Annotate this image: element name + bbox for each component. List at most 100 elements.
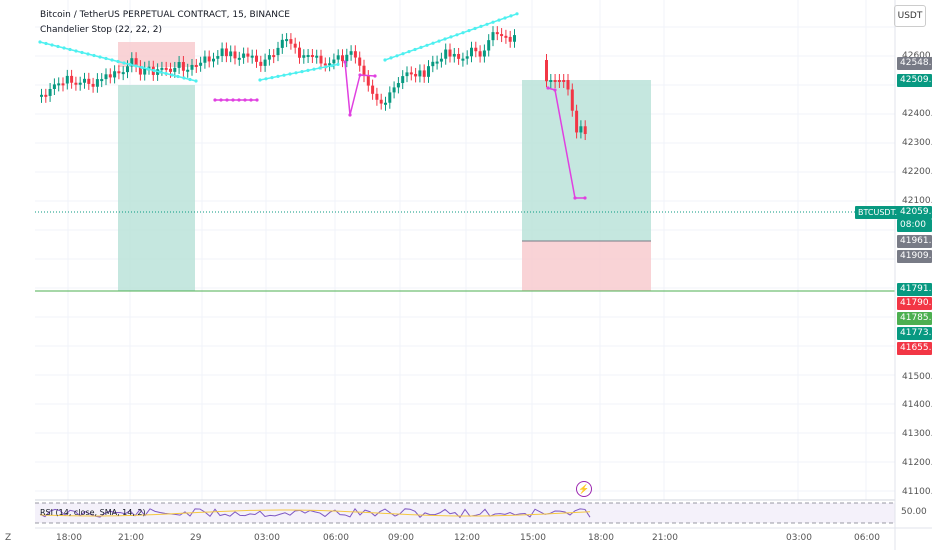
candle — [44, 94, 48, 97]
alert-lightning-icon[interactable]: ⚡ — [576, 481, 592, 497]
long-stop-line-dot — [497, 18, 501, 22]
candle — [495, 32, 499, 35]
candle — [160, 67, 164, 70]
candle — [409, 72, 413, 75]
candle — [570, 89, 574, 111]
long-stop-line-dot — [449, 35, 453, 39]
candle — [448, 49, 452, 57]
price-tick: 42400.0 — [902, 109, 932, 119]
candle — [392, 87, 396, 93]
candle — [358, 57, 362, 66]
time-tick: 12:00 — [454, 533, 480, 543]
long-stop-line-dot — [294, 71, 298, 75]
profit-zone — [118, 85, 195, 291]
candle — [100, 79, 104, 82]
price-tick: 42100.0 — [902, 196, 932, 206]
candle — [91, 83, 95, 87]
candle — [267, 55, 271, 60]
long-stop-line-dot — [324, 65, 328, 69]
candle — [263, 59, 267, 66]
long-stop-line-dot — [80, 50, 84, 55]
candle — [130, 58, 134, 67]
candle — [246, 53, 250, 57]
candle — [306, 55, 310, 58]
long-stop-line-dot — [38, 40, 42, 44]
time-tick: 06:00 — [854, 533, 880, 543]
candle — [557, 80, 561, 82]
candle — [74, 82, 78, 85]
long-stop-line-dot — [509, 14, 513, 18]
time-tick: 06:00 — [323, 533, 349, 543]
long-stop-line-dot — [419, 45, 423, 50]
price-tick: 42600.0 — [902, 51, 932, 61]
long-stop-line-dot — [443, 37, 447, 41]
candle — [562, 80, 566, 82]
candle — [323, 63, 327, 66]
candle — [70, 75, 74, 83]
long-stop-line-dot — [306, 68, 310, 72]
rsi-line — [39, 507, 591, 519]
candle — [439, 58, 443, 62]
price-label-5: 41791.7 — [897, 283, 932, 296]
long-stop-line-dot — [194, 79, 198, 83]
candle — [147, 66, 151, 69]
candle — [414, 73, 418, 77]
long-stop-line-dot — [312, 67, 316, 71]
candle — [190, 64, 194, 70]
price-tick: 41500.0 — [902, 372, 932, 382]
price-tick: 41100.0 — [902, 487, 932, 497]
short-stop-line-dot — [553, 88, 557, 92]
candle — [319, 55, 323, 64]
long-stop-line-dot — [50, 43, 54, 47]
candle — [40, 94, 43, 97]
symbol-title: Bitcoin / TetherUS PERPETUAL CONTRACT, 1… — [40, 10, 290, 20]
candle — [194, 64, 198, 67]
long-stop-line-dot — [170, 73, 174, 77]
price-tick: 42300.0 — [902, 138, 932, 148]
candle — [113, 71, 117, 78]
candle — [173, 67, 177, 72]
candle — [500, 34, 504, 37]
candle — [78, 82, 82, 85]
long-stop-line-dot — [176, 74, 180, 79]
long-stop-line-dot — [461, 31, 465, 35]
price-label-2: 42509.8 — [897, 74, 932, 87]
price-label-9: 41655.1 — [897, 342, 932, 355]
rsi-value: 50.00 — [901, 507, 927, 517]
currency-button[interactable]: USDT — [894, 5, 926, 27]
long-stop-line-dot — [44, 41, 48, 46]
long-stop-line-dot — [104, 56, 108, 61]
candle — [121, 72, 125, 75]
candle — [95, 79, 99, 87]
candle — [272, 55, 276, 58]
long-stop-line-dot — [98, 55, 102, 59]
candle — [57, 83, 61, 86]
long-stop-line-dot — [182, 76, 186, 80]
long-stop-line-dot — [485, 22, 489, 26]
long-stop-line-dot — [116, 59, 120, 64]
candle — [250, 55, 254, 58]
candle — [126, 66, 129, 73]
price-label-1: 42548.6 — [897, 57, 932, 70]
zoom-toggle[interactable]: Z — [5, 533, 12, 543]
candle — [545, 60, 548, 82]
candle — [474, 47, 478, 52]
time-tick: 03:00 — [786, 533, 812, 543]
long-stop-line-dot — [122, 61, 126, 65]
candle — [224, 48, 228, 57]
rsi-ma-line — [39, 509, 591, 517]
candle — [207, 56, 211, 62]
candle — [384, 102, 387, 105]
time-tick: 29 — [190, 533, 202, 543]
price-tick: 41200.0 — [902, 458, 932, 468]
long-stop-line-dot — [425, 43, 429, 47]
candle — [405, 72, 409, 77]
long-stop-line-dot — [74, 49, 78, 53]
candle — [444, 49, 448, 59]
short-stop-line-dot — [219, 98, 223, 102]
long-stop-line-dot — [300, 70, 304, 74]
long-stop-line-dot — [128, 62, 132, 67]
short-stop-line-dot — [231, 98, 235, 102]
candle — [379, 99, 383, 104]
